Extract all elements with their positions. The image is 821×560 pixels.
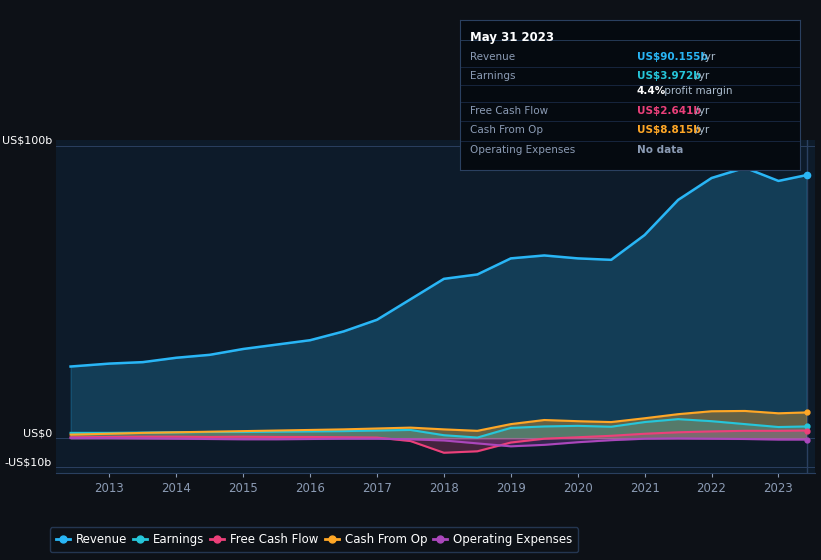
Text: /yr: /yr <box>692 71 709 81</box>
Text: US$100b: US$100b <box>2 136 52 146</box>
Text: /yr: /yr <box>692 106 709 116</box>
Text: May 31 2023: May 31 2023 <box>470 30 554 44</box>
Text: Operating Expenses: Operating Expenses <box>470 144 576 155</box>
Text: US$2.641b: US$2.641b <box>637 106 700 116</box>
Text: US$3.972b: US$3.972b <box>637 71 700 81</box>
Text: /yr: /yr <box>692 125 709 136</box>
Text: Revenue: Revenue <box>470 52 516 62</box>
Text: Cash From Op: Cash From Op <box>470 125 544 136</box>
Legend: Revenue, Earnings, Free Cash Flow, Cash From Op, Operating Expenses: Revenue, Earnings, Free Cash Flow, Cash … <box>50 528 578 552</box>
Text: /yr: /yr <box>698 52 715 62</box>
Text: US$90.155b: US$90.155b <box>637 52 708 62</box>
Text: US$0: US$0 <box>23 428 52 438</box>
Text: Free Cash Flow: Free Cash Flow <box>470 106 548 116</box>
Text: 4.4%: 4.4% <box>637 86 666 96</box>
Text: No data: No data <box>637 144 683 155</box>
Text: Earnings: Earnings <box>470 71 516 81</box>
Text: US$8.815b: US$8.815b <box>637 125 700 136</box>
Text: profit margin: profit margin <box>661 86 733 96</box>
Text: -US$10b: -US$10b <box>5 458 52 468</box>
